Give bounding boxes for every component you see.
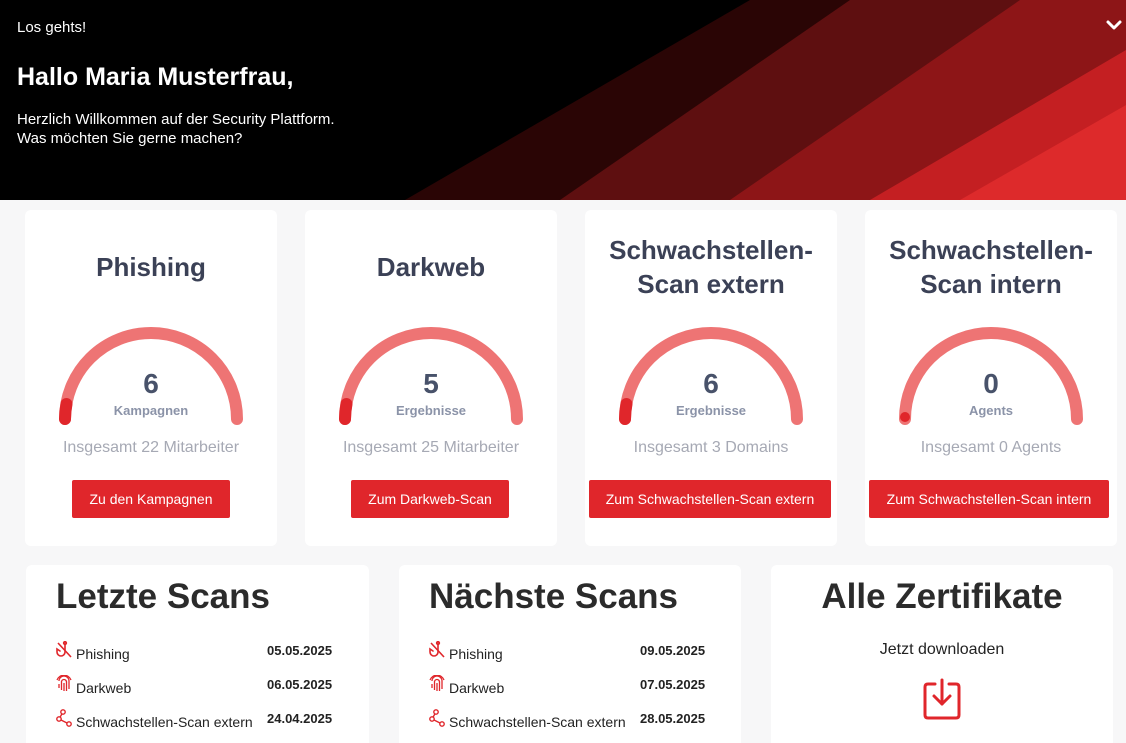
phishing-card: Phishing 6 Kampagnen Insgesamt 22 Mitarb… [25, 210, 277, 546]
chevron-down-icon[interactable] [1105, 18, 1123, 32]
list-item[interactable]: Schwachstellen-Scan extern 28.05.2025 [429, 709, 729, 731]
scan-date: 06.05.2025 [267, 677, 333, 692]
list-item[interactable]: Phishing 09.05.2025 [429, 641, 729, 663]
stat-total: Insgesamt 22 Mitarbeiter [62, 439, 240, 456]
vuln-scan-internal-card: Schwachstellen- Scan intern 0 Agents Ins… [865, 210, 1117, 546]
campaigns-button[interactable]: Zu den Kampagnen [72, 480, 230, 518]
welcome-title: Hallo Maria Musterfrau, [17, 63, 294, 91]
next-scans-title: Nächste Scans [429, 577, 679, 616]
scan-label: Phishing [76, 646, 130, 662]
stat-total: Insgesamt 25 Mitarbeiter [342, 439, 520, 456]
gauge-value: 6 [703, 368, 719, 399]
gauge-value: 0 [983, 368, 999, 399]
fingerprint-icon [429, 675, 445, 691]
vuln-scan-external-button[interactable]: Zum Schwachstellen-Scan extern [589, 480, 831, 518]
phishing-hook-icon [56, 641, 72, 658]
vuln-internal-gauge [899, 327, 1083, 425]
stat-total: Insgesamt 0 Agents [920, 439, 1062, 456]
share-nodes-icon [56, 709, 72, 727]
card-title-line-1: Schwachstellen- [609, 235, 813, 265]
scan-label: Darkweb [76, 680, 132, 696]
scan-label: Schwachstellen-Scan extern [449, 714, 626, 730]
list-item[interactable]: Phishing 05.05.2025 [56, 641, 356, 663]
list-item[interactable]: Darkweb 07.05.2025 [429, 675, 729, 697]
welcome-kicker: Los gehts! [17, 19, 87, 36]
phishing-hook-icon [429, 641, 445, 658]
darkweb-gauge [339, 327, 523, 425]
vuln-scan-external-card: Schwachstellen- Scan extern 6 Ergebnisse… [585, 210, 837, 546]
scan-label: Schwachstellen-Scan extern [76, 714, 253, 730]
card-title-line-2: Scan intern [920, 269, 1062, 299]
card-title: Darkweb [376, 252, 486, 282]
gauge-unit: Agents [968, 403, 1014, 418]
list-item[interactable]: Darkweb 06.05.2025 [56, 675, 356, 697]
last-scans-title: Letzte Scans [56, 577, 270, 616]
banner-background [405, 0, 1126, 200]
card-title-line-2: Scan extern [637, 269, 785, 299]
scan-date: 05.05.2025 [267, 643, 333, 658]
gauge-value: 6 [143, 368, 159, 399]
welcome-question: Was möchten Sie gerne machen? [17, 130, 243, 147]
scan-date: 24.04.2025 [267, 711, 333, 726]
scan-label: Darkweb [449, 680, 505, 696]
card-title: Phishing [96, 252, 206, 282]
darkweb-card: Darkweb 5 Ergebnisse Insgesamt 25 Mitarb… [305, 210, 557, 546]
download-prompt: Jetzt downloaden [879, 641, 1005, 658]
card-title-line-1: Schwachstellen- [889, 235, 1093, 265]
certificates-title: Alle Zertifikate [821, 577, 1063, 616]
welcome-banner: Los gehts! Hallo Maria Musterfrau, Herzl… [0, 0, 1126, 200]
scan-date: 09.05.2025 [640, 643, 706, 658]
phishing-gauge [59, 327, 243, 425]
stat-total: Insgesamt 3 Domains [633, 439, 789, 456]
next-scans-card: Nächste Scans Phishing 09.05.2025 Darkwe… [399, 565, 741, 743]
vuln-external-gauge [619, 327, 803, 425]
scan-label: Phishing [449, 646, 503, 662]
vuln-scan-internal-button[interactable]: Zum Schwachstellen-Scan intern [869, 480, 1109, 518]
darkweb-scan-button[interactable]: Zum Darkweb-Scan [351, 480, 509, 518]
gauge-unit: Kampagnen [113, 403, 189, 418]
gauge-unit: Ergebnisse [675, 403, 747, 418]
welcome-message: Herzlich Willkommen auf der Security Pla… [17, 111, 335, 128]
certificates-card: Alle Zertifikate Jetzt downloaden [771, 565, 1113, 743]
fingerprint-icon [56, 675, 72, 691]
scan-date: 07.05.2025 [640, 677, 706, 692]
gauge-value: 5 [423, 368, 439, 399]
list-item[interactable]: Schwachstellen-Scan extern 24.04.2025 [56, 709, 356, 731]
scan-date: 28.05.2025 [640, 711, 706, 726]
gauge-unit: Ergebnisse [395, 403, 467, 418]
download-icon[interactable] [923, 677, 961, 721]
last-scans-card: Letzte Scans Phishing 05.05.2025 Darkweb… [26, 565, 369, 743]
share-nodes-icon [429, 709, 445, 727]
